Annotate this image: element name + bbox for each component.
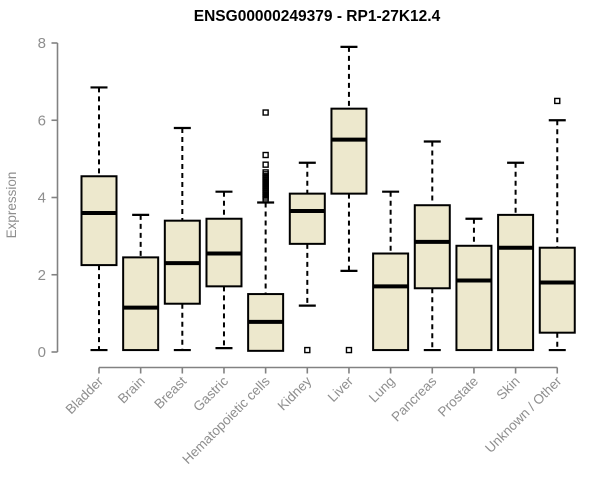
y-axis-title: Expression	[4, 172, 19, 239]
box-lung	[372, 190, 410, 352]
box-kidney	[288, 161, 326, 354]
iqr-box	[330, 107, 368, 195]
outlier-point	[345, 346, 353, 354]
box-unknown-other	[538, 97, 576, 352]
x-category-label: Bladder	[63, 373, 107, 417]
box-skin	[497, 161, 535, 352]
box-gastric	[205, 190, 243, 350]
iqr-box	[413, 204, 451, 290]
box-prostate	[455, 217, 493, 352]
iqr-box	[455, 244, 493, 352]
outlier-point	[262, 169, 269, 176]
x-category-label: Lung	[366, 374, 398, 406]
outlier-point	[554, 97, 561, 105]
x-category-label: Breast	[151, 373, 189, 411]
iqr-box	[497, 213, 535, 352]
outlier-point	[262, 151, 269, 159]
box-liver	[330, 45, 368, 354]
y-axis: 0 2 4 6 8	[38, 35, 59, 361]
iqr-box	[80, 175, 118, 267]
outlier-point	[262, 161, 269, 168]
box-breast	[163, 126, 201, 352]
box-hematopoietic-cells	[247, 109, 285, 352]
box-brain	[122, 213, 160, 352]
iqr-box	[372, 252, 410, 352]
outlier-point	[262, 109, 269, 116]
y-tick-label: 6	[38, 112, 46, 129]
y-tick-label: 4	[38, 190, 46, 207]
boxplot-boxes	[80, 45, 576, 354]
box-bladder	[80, 86, 118, 352]
x-category-label: Skin	[494, 374, 523, 403]
x-category-label: Pancreas	[388, 373, 439, 424]
x-category-label: Brain	[115, 374, 148, 407]
chart-title: ENSG00000249379 - RP1-27K12.4	[194, 8, 441, 25]
iqr-box	[538, 246, 576, 334]
x-category-label: Gastric	[190, 373, 231, 414]
y-tick-label: 8	[38, 35, 46, 52]
box-pancreas	[413, 140, 451, 352]
y-tick-label: 0	[38, 344, 46, 361]
x-category-label: Kidney	[275, 373, 315, 413]
x-category-label: Unknown / Other	[482, 373, 565, 456]
outlier-point	[304, 346, 311, 354]
iqr-box	[122, 256, 160, 352]
x-category-label: Prostate	[435, 374, 481, 420]
x-category-label: Liver	[325, 373, 357, 405]
iqr-box	[288, 192, 326, 245]
y-tick-label: 2	[38, 267, 46, 284]
